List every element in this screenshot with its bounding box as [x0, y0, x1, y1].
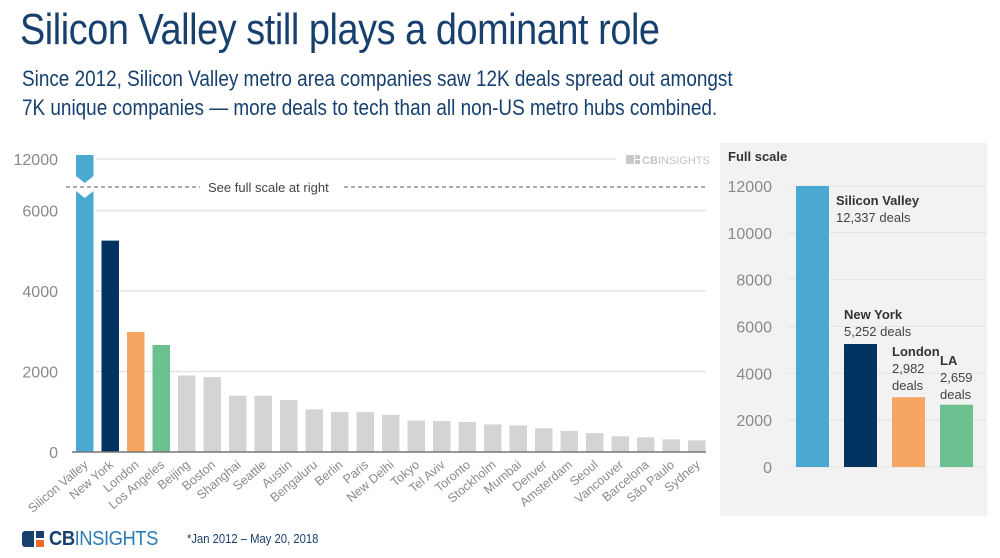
bar-label-value: 2,982 [892, 361, 925, 376]
bar-berlin [331, 412, 349, 452]
bar-labels: Silicon Valley 12,337 deals New York 5,252 … [836, 193, 973, 402]
bar-silicon-valley-top [76, 155, 94, 183]
bar-label-value: 2,659 [940, 370, 973, 385]
bar-amsterdam [560, 430, 578, 452]
full-scale-title: Full scale [728, 149, 787, 164]
cb-logo-icon [626, 155, 634, 164]
y-tick-label: 8000 [736, 273, 772, 290]
axis-break: See full scale at right [66, 180, 706, 195]
subtitle-line-1: Since 2012, Silicon Valley metro area co… [22, 66, 733, 91]
y-tick-label: 0 [763, 460, 772, 477]
bar-label-name: London [892, 344, 940, 359]
gridlines [96, 158, 706, 373]
bar-label-value: deals [892, 378, 924, 393]
bar-beijing [178, 375, 196, 452]
bar-bengaluru [305, 409, 323, 452]
bar-vancouver [611, 436, 629, 452]
bar-new-york [101, 240, 119, 452]
cb-insights-logo: CBINSIGHTS [22, 528, 167, 551]
full-bar-los-angeles [940, 404, 973, 467]
full-bar-silicon-valley [796, 186, 829, 467]
full-scale-chart: Full scale 0 2000 4000 6000 8000 10000 12000 S… [728, 149, 987, 477]
watermark: CBINSIGHTS [616, 153, 710, 167]
bar-seattle [254, 395, 272, 452]
bar-label-value: deals [940, 387, 972, 402]
y-tick-label: 6000 [736, 320, 772, 337]
full-bar-london [892, 397, 925, 467]
bar-sydney [688, 440, 706, 452]
bar-boston [203, 377, 221, 452]
bar-tokyo [407, 420, 425, 452]
watermark-text: CBINSIGHTS [642, 155, 710, 167]
bars [76, 155, 706, 452]
subtitle: Since 2012, Silicon Valley metro area co… [22, 64, 733, 122]
bar-los-angeles [152, 344, 170, 452]
y-axis-ticks: 0 2000 4000 6000 12000 [14, 152, 59, 462]
bar-barcelona [637, 437, 655, 452]
bar-austin [280, 400, 298, 452]
page-title: Silicon Valley still plays a dominant ro… [20, 5, 660, 54]
break-note: See full scale at right [208, 180, 329, 195]
bar-label: London 2,982 deals [892, 344, 940, 393]
bar-s-o-paulo [662, 439, 680, 452]
bar-label-value: 12,337 deals [836, 210, 911, 225]
y-axis-ticks: 0 2000 4000 6000 8000 10000 12000 [728, 179, 773, 477]
cb-logo-icon [22, 531, 44, 547]
bar-tel-aviv [433, 421, 451, 452]
bar-label: New York 5,252 deals [844, 307, 912, 339]
bar-shanghai [229, 395, 247, 452]
bar-london [127, 331, 145, 452]
bar-new-delhi [382, 414, 400, 452]
bar-seoul [586, 433, 604, 452]
bar-toronto [458, 422, 476, 452]
bar-label-name: Silicon Valley [836, 193, 920, 208]
y-tick-label: 2000 [22, 365, 58, 382]
footer: CBINSIGHTS *Jan 2012 – May 20, 2018 [22, 528, 333, 550]
y-tick-label: 2000 [736, 413, 772, 430]
bar-label-name: LA [940, 353, 958, 368]
bar-stockholm [484, 424, 502, 452]
full-scale-panel: Full scale 0 2000 4000 6000 8000 10000 12000 S… [720, 143, 987, 516]
subtitle-line-2: 7K unique companies — more deals to tech… [22, 95, 718, 120]
y-tick-label: 6000 [22, 204, 58, 221]
full-bar-new-york [844, 344, 877, 467]
y-tick-label: 4000 [736, 366, 772, 383]
y-tick-label: 10000 [728, 226, 773, 243]
bar-paris [356, 412, 374, 452]
bar-label: LA 2,659 deals [940, 353, 973, 402]
y-tick-label: 0 [49, 445, 58, 462]
bar-mumbai [509, 425, 527, 452]
y-tick-label: 12000 [728, 179, 773, 196]
y-tick-label: 4000 [22, 284, 58, 301]
x-tick-label: Berlin [312, 458, 346, 489]
footnote: *Jan 2012 – May 20, 2018 [187, 532, 319, 546]
bar-label-value: 5,252 deals [844, 324, 912, 339]
bar-denver [535, 428, 553, 452]
bar-silicon-valley [76, 191, 94, 452]
y-tick-label: 12000 [14, 152, 59, 169]
bar-label-name: New York [844, 307, 903, 322]
bars [796, 186, 973, 467]
bar-label: Silicon Valley 12,337 deals [836, 193, 920, 225]
